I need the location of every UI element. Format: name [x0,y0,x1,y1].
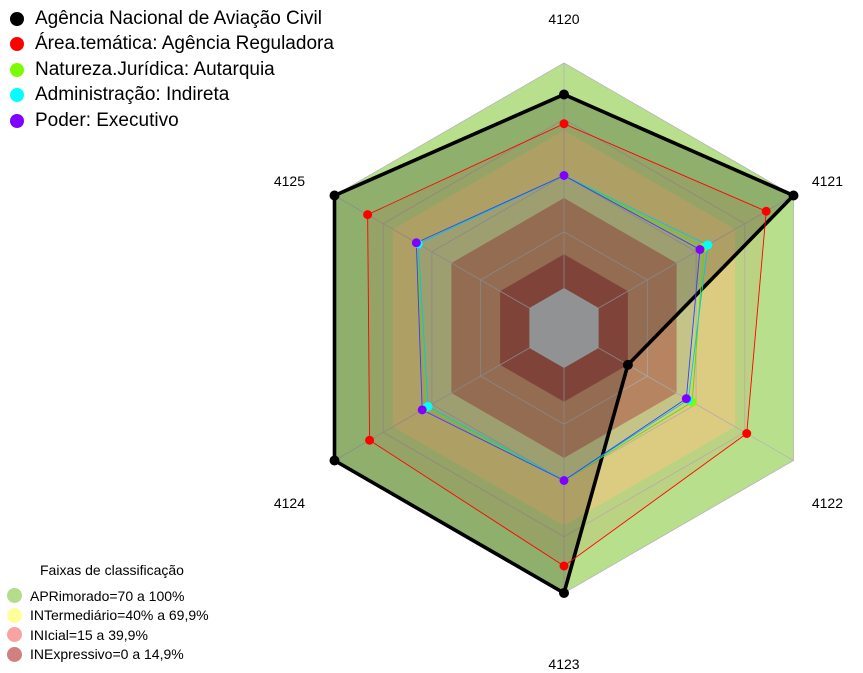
axis-label-4123: 4123 [548,656,579,672]
band-center [529,288,599,368]
series-legend-item: Área.temática: Agência Reguladora [10,32,334,58]
legend-label: Agência Nacional de Aviação Civil [35,7,322,29]
series-lines [329,89,799,598]
series-legend: Agência Nacional de Aviação Civil Área.te… [10,6,334,134]
band-marker [7,607,22,623]
grid-spoke [598,195,794,309]
series-point [559,561,569,571]
legend-marker [10,11,24,26]
band-label: INIcial=15 a 39,9% [30,626,148,643]
series-point [622,359,633,370]
series-point [788,190,799,201]
axis-label-4124: 4124 [274,495,305,511]
series-point [559,89,569,100]
legend-marker [10,88,24,103]
series-point [329,455,340,466]
band-label: INTermediário=40% a 69,9% [30,607,209,624]
legend-label: Natureza.Jurídica: Autarquia [35,58,275,80]
series-point [761,206,771,216]
axis-labels: 4120 4121 4122 4123 4124 4125 [274,11,843,672]
axis-label-4125: 4125 [274,173,305,189]
band-legend-item: APRimorado=70 a 100% [7,586,209,606]
series-legend-item: Natureza.Jurídica: Autarquia [10,57,334,83]
band-label: APRimorado=70 a 100% [30,587,185,604]
series-point [703,240,713,250]
series-legend-item: Administração: Indireta [10,83,334,109]
series-fill [416,175,700,481]
axis-label-4120: 4120 [548,11,579,27]
series-point [695,245,705,254]
band-legend: Faixas de classificação APRimorado=70 a … [7,562,209,664]
series-legend-item: Poder: Executivo [10,108,334,134]
band-legend-item: INIcial=15 a 39,9% [7,625,209,645]
band-legend-item: INTermediário=40% a 69,9% [7,606,209,626]
band-legend-title: Faixas de classificação [40,562,184,578]
series-fill [418,175,708,481]
series-legend-item: Agência Nacional de Aviação Civil [10,6,334,32]
legend-label: Administração: Indireta [35,84,230,106]
band-legend-item: INExpressivo=0 a 14,9% [7,645,209,665]
series-point [742,429,752,438]
series-point [417,405,427,415]
legend-label: Área.temática: Agência Reguladora [35,33,334,55]
series-fill [334,94,794,593]
series-fill [416,175,704,481]
band-label: INExpressivo=0 a 14,9% [30,646,184,663]
series-point [329,190,340,201]
band-marker [7,627,22,643]
band-marker [7,646,22,662]
legend-marker [10,113,24,128]
series-point [559,476,569,485]
series-point [559,588,569,598]
band-marker [7,588,22,604]
axis-label-4121: 4121 [812,173,843,189]
series-fill [367,123,767,566]
series-point [365,435,375,445]
legend-marker [10,62,24,77]
series-fills [334,94,794,593]
series-point [559,171,569,180]
legend-label: Poder: Executivo [35,109,179,131]
series-point [559,119,569,129]
legend-marker [10,37,24,52]
series-point [411,238,421,248]
classification-bands [334,63,794,593]
series-point [681,394,691,404]
series-point [363,210,373,220]
axis-label-4122: 4122 [812,495,843,511]
